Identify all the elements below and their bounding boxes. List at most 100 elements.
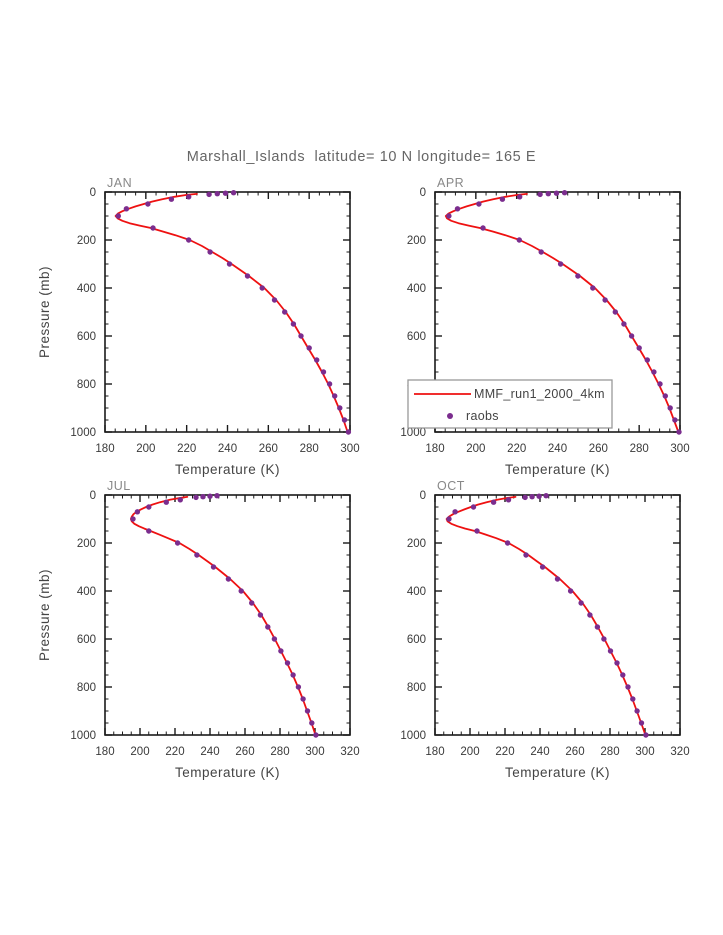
y-tick-label: 400 — [77, 586, 96, 598]
raobs-dot — [206, 191, 212, 198]
raobs-dot — [554, 576, 561, 582]
raobs-dot — [537, 191, 543, 198]
x-tick-label: 280 — [270, 746, 289, 758]
raobs-dot — [278, 648, 284, 654]
y-tick-label: 400 — [77, 283, 96, 295]
raobs-dot — [225, 576, 232, 582]
raobs-dot — [210, 564, 217, 570]
raobs-dot — [130, 516, 136, 522]
x-tick-label: 180 — [425, 443, 444, 455]
raobs-dot — [676, 429, 682, 435]
y-tick-label: 0 — [420, 490, 426, 502]
y-tick-label: 400 — [407, 283, 426, 295]
raobs-dot — [194, 552, 200, 558]
panel-OCT: 180 200 220 240 260 280 300 320 0 200 400 600 800 100… — [400, 479, 689, 780]
x-axis-title: Temperature (K) — [505, 462, 610, 477]
raobs-dot — [186, 194, 192, 200]
raobs-dot — [628, 333, 635, 339]
x-axis-title: Temperature (K) — [175, 765, 280, 780]
y-tick-label: 1000 — [70, 427, 96, 439]
raobs-dot — [306, 345, 312, 351]
legend-box — [407, 379, 613, 429]
x-tick-label: 300 — [305, 746, 324, 758]
raobs-dot — [222, 190, 229, 196]
x-tick-label: 280 — [600, 746, 619, 758]
x-tick-label: 200 — [130, 746, 149, 758]
raobs-dot — [200, 494, 206, 500]
x-tick-label: 180 — [95, 746, 114, 758]
raobs-dot — [163, 499, 169, 505]
raobs-dot — [620, 672, 626, 678]
panel-month-label: OCT — [437, 479, 465, 493]
raobs-dot — [590, 285, 596, 291]
raobs-dot — [504, 540, 511, 546]
raobs-dot — [529, 494, 535, 500]
raobs-dot — [612, 309, 618, 315]
raobs-dot — [207, 493, 213, 499]
raobs-dots — [446, 190, 682, 435]
raobs-dot — [290, 321, 297, 327]
raobs-dot — [320, 369, 327, 375]
raobs-dot — [578, 600, 584, 606]
x-tick-label: 240 — [530, 746, 549, 758]
legend-line-label: MMF_run1_2000_4km — [474, 387, 605, 401]
panel-JAN: 180 200 220 240 260 280 300 0 200 400 600 800 1000 JA… — [37, 176, 360, 477]
x-tick-label: 200 — [466, 443, 485, 455]
raobs-dot — [602, 297, 608, 303]
y-tick-label: 1000 — [400, 730, 426, 742]
raobs-dot — [607, 648, 614, 654]
panel-JUL: 180 200 220 240 260 280 300 320 0 200 400 600 800 100… — [37, 479, 360, 780]
raobs-dot — [539, 564, 546, 570]
y-tick-label: 800 — [77, 682, 96, 694]
y-tick-label: 0 — [90, 490, 96, 502]
raobs-dot — [146, 528, 152, 534]
raobs-dot — [123, 206, 130, 212]
x-tick-label: 180 — [95, 443, 114, 455]
raobs-dot — [651, 369, 657, 375]
y-tick-label: 1000 — [400, 427, 426, 439]
raobs-dot — [543, 493, 549, 499]
raobs-dot — [545, 191, 551, 197]
raobs-dot — [505, 497, 512, 503]
raobs-dot — [643, 732, 649, 738]
y-tick-label: 200 — [407, 235, 426, 247]
x-tick-label: 240 — [200, 746, 219, 758]
y-tick-label: 600 — [407, 331, 426, 343]
x-tick-label: 260 — [235, 746, 254, 758]
raobs-dot — [345, 429, 352, 435]
x-tick-label: 220 — [177, 443, 196, 455]
x-tick-label: 240 — [548, 443, 567, 455]
raobs-dot — [667, 405, 673, 411]
raobs-dot — [636, 345, 642, 351]
raobs-dot — [587, 612, 593, 618]
raobs-dot — [561, 190, 568, 196]
raobs-dot — [313, 732, 319, 738]
raobs-dot — [271, 297, 278, 303]
raobs-dot — [621, 321, 627, 327]
raobs-dot — [214, 493, 220, 499]
raobs-dot — [490, 499, 497, 505]
x-tick-label: 180 — [425, 746, 444, 758]
x-tick-label: 260 — [589, 443, 608, 455]
raobs-dot — [309, 720, 315, 726]
raobs-dot — [625, 684, 631, 690]
raobs-dot — [146, 504, 152, 510]
x-tick-label: 220 — [507, 443, 526, 455]
raobs-dot — [290, 672, 296, 678]
plot-frame — [104, 494, 351, 736]
raobs-dot — [193, 494, 199, 501]
panel-APR: 18020022024026028030002004006008001000AP… — [400, 176, 689, 477]
raobs-dot — [634, 708, 640, 714]
raobs-dot — [575, 273, 581, 279]
x-tick-label: 200 — [460, 746, 479, 758]
y-tick-label: 600 — [77, 331, 96, 343]
raobs-dot — [470, 504, 477, 510]
mmf-line — [130, 496, 317, 736]
raobs-dot — [446, 213, 452, 219]
raobs-dot — [517, 194, 523, 200]
x-tick-label: 200 — [136, 443, 155, 455]
y-axis-title: Pressure (mb) — [37, 266, 52, 358]
